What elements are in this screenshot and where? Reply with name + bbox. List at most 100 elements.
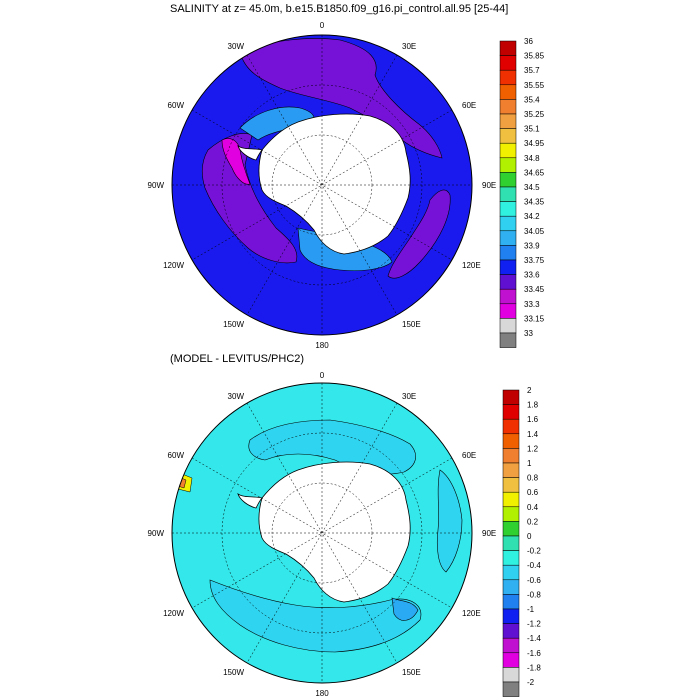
lon-label: 30E (402, 42, 416, 51)
colorbar-swatch (499, 84, 517, 100)
salinity-map-border (171, 34, 473, 336)
colorbar-tick-label: 35.85 (524, 52, 545, 61)
lon-label: 150W (223, 320, 244, 329)
colorbar-tick-label: 34.8 (524, 154, 540, 163)
colorbar-swatch (502, 491, 520, 508)
colorbar-tick-label: 0.2 (527, 517, 539, 526)
colorbar-tick-label: 34.65 (524, 168, 545, 177)
salinity-graticule (172, 35, 472, 335)
colorbar-tick-label: 34.05 (524, 227, 545, 236)
colorbar-swatch (499, 318, 517, 334)
lon-label: 0 (320, 21, 325, 30)
colorbar-swatch (502, 652, 520, 668)
colorbar-swatch (502, 535, 520, 551)
antarctic-peninsula-2 (237, 493, 263, 509)
lon-label: 60E (462, 101, 476, 110)
lon-label: 150E (402, 320, 421, 329)
lon-label: 30W (228, 392, 245, 401)
colorbar-tick-label: 35.7 (524, 66, 540, 75)
colorbar-swatch (502, 462, 520, 478)
antarctica-land-2 (258, 461, 411, 603)
colorbar-swatch (499, 113, 517, 129)
lon-label: 120W (163, 609, 184, 618)
difference-zone-southeast (391, 597, 419, 621)
colorbar-swatch (502, 418, 520, 435)
colorbar-swatch (499, 274, 517, 290)
colorbar-tick-label: -0.8 (527, 590, 541, 599)
colorbar-tick-label: 33.3 (524, 300, 540, 309)
difference-panel: (MODEL - LEVITUS/PHC2) (148, 353, 542, 698)
colorbar-swatch (502, 433, 520, 449)
colorbar-swatch (499, 40, 517, 56)
antarctica-land-1 (258, 113, 411, 255)
colorbar-swatch (499, 55, 517, 71)
colorbar-swatch (499, 186, 517, 202)
colorbar-tick-label: 33.15 (524, 314, 545, 323)
colorbar-swatch (499, 303, 517, 319)
colorbar-tick-label: 0.4 (527, 503, 539, 512)
salinity-magenta-patch (221, 138, 251, 185)
lon-label: 90W (148, 529, 165, 538)
colorbar-swatch (502, 594, 520, 610)
colorbar-tick-label: 36 (524, 37, 533, 46)
colorbar-swatch (502, 506, 520, 522)
lon-label: 180 (315, 689, 329, 698)
colorbar-tick-label: 35.1 (524, 125, 540, 134)
lon-label: 120E (462, 261, 481, 270)
colorbar-swatch (502, 667, 520, 683)
colorbar-swatch (499, 142, 517, 159)
colorbar-tick-label: 33.75 (524, 256, 545, 265)
colorbar-swatch (499, 128, 517, 144)
difference-zone-east (436, 469, 463, 573)
antarctic-peninsula-1 (237, 145, 263, 161)
salinity-lon-labels: 0 30E 60E 90E 120E 150E 180 150W 120W 90… (148, 21, 497, 350)
colorbar-tick-label: 34.5 (524, 183, 540, 192)
difference-zone-north (248, 419, 416, 475)
salinity-map (172, 35, 472, 335)
colorbar-tick-label: 1.4 (527, 430, 539, 439)
colorbar-tick-label: -1 (527, 605, 535, 614)
colorbar-tick-label: 1.8 (527, 401, 539, 410)
lon-label: 30W (228, 42, 245, 51)
lon-label: 60E (462, 451, 476, 460)
salinity-purple-band-east (387, 189, 451, 279)
colorbar-tick-label: 33.9 (524, 241, 540, 250)
salinity-coastal-lightblue-west (239, 106, 315, 141)
colorbar-swatch (499, 245, 517, 261)
colorbar-tick-label: 35.55 (524, 81, 545, 90)
colorbar-tick-label: 0.8 (527, 474, 539, 483)
colorbar-swatch (502, 404, 520, 420)
colorbar-tick-label: -2 (527, 678, 535, 687)
colorbar-swatch (502, 579, 520, 595)
lon-label: 90E (482, 181, 496, 190)
colorbar-tick-label: -1.2 (527, 620, 541, 629)
colorbar-tick-label: 33.45 (524, 285, 545, 294)
lon-label: 90W (148, 181, 165, 190)
colorbar-swatch (499, 69, 517, 86)
colorbar-swatch (502, 608, 520, 624)
colorbar-tick-label: 35.4 (524, 95, 540, 104)
colorbar-swatch (499, 259, 517, 275)
lon-label: 0 (320, 371, 325, 380)
colorbar-swatch (499, 332, 517, 348)
colorbar-swatch (502, 477, 520, 493)
difference-map (172, 383, 472, 683)
colorbar-tick-label: -1.4 (527, 634, 541, 643)
colorbar-swatch (499, 230, 517, 246)
colorbar-tick-label: 1.2 (527, 444, 539, 453)
colorbar-tick-label: -1.8 (527, 663, 541, 672)
colorbar-tick-label: 33.6 (524, 271, 540, 280)
difference-lon-labels: 0 30E 60E 90E 120E 150E 180 150W 120W 90… (148, 371, 497, 698)
colorbar-tick-label: 34.2 (524, 212, 540, 221)
colorbar-tick-label: 1.6 (527, 415, 539, 424)
lon-label: 150E (402, 668, 421, 677)
colorbar-swatch (499, 215, 517, 232)
colorbar-tick-label: -0.4 (527, 561, 541, 570)
difference-zone-south (209, 579, 422, 653)
colorbar-swatch (499, 288, 517, 305)
colorbar-swatch (499, 172, 517, 188)
colorbar-swatch (502, 637, 520, 654)
colorbar-tick-label: 0.6 (527, 488, 539, 497)
colorbar-swatch (502, 564, 520, 581)
